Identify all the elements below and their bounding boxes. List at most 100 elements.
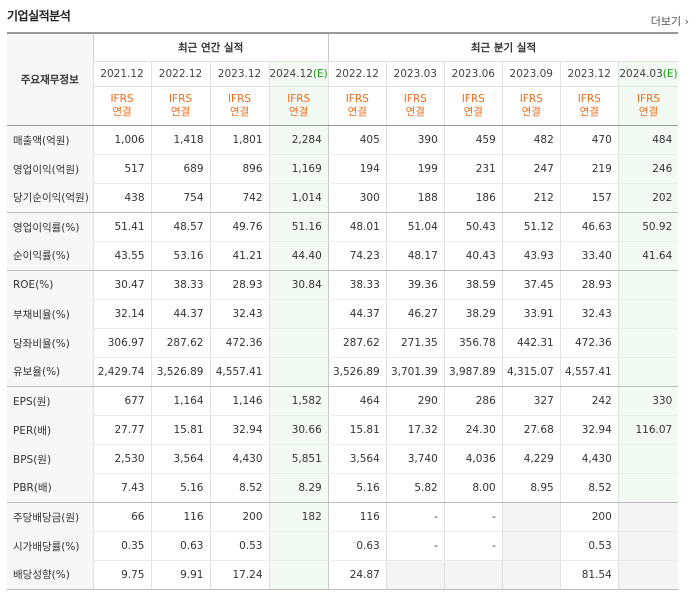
value-cell: 32.43: [209, 299, 269, 329]
value-cell: 212: [501, 183, 561, 213]
standard-line2: 연결: [112, 106, 132, 118]
chevron-right-icon: ›: [684, 15, 689, 28]
row-header-label: 주요재무정보: [7, 32, 93, 126]
value-cell: 48.17: [385, 241, 445, 271]
value-cell: 15.81: [150, 415, 210, 445]
table-body: 매출액(억원) 1,006 1,418 1,801 2,284 405 390 459 482 4…: [7, 125, 679, 590]
standard-line2: 연결: [229, 106, 250, 118]
value-cell: 5.82: [385, 473, 445, 503]
value-cell: 43.55: [92, 241, 151, 271]
value-cell: 5,851: [268, 444, 329, 474]
accounting-standard: IFRS 연결: [501, 86, 561, 126]
period-header: 2023.12: [559, 61, 619, 87]
value-cell: [617, 357, 679, 387]
section-title: 기업실적분석: [7, 9, 71, 23]
value-cell: 3,564: [150, 444, 210, 474]
value-cell: 41.21: [209, 241, 269, 271]
value-cell: [617, 444, 679, 474]
value-cell: 27.68: [501, 415, 561, 445]
value-cell: 246: [617, 154, 679, 184]
value-cell: 3,740: [385, 444, 445, 474]
period-date: 2024.12: [269, 68, 313, 80]
value-cell: 517: [92, 154, 151, 184]
value-cell: 116: [327, 502, 387, 532]
value-cell: -: [443, 502, 503, 532]
row-label: 당기순이익(억원): [7, 183, 94, 213]
value-cell: [617, 502, 679, 532]
row-label: 영업이익(억원): [7, 154, 94, 184]
value-cell: 2,530: [92, 444, 151, 474]
group-annual-header: 최근 연간 실적: [92, 32, 329, 62]
row-label: BPS(원): [7, 444, 94, 474]
accounting-standard: IFRS 연결: [150, 86, 210, 126]
value-cell: 219: [559, 154, 619, 184]
value-cell: 754: [150, 183, 210, 213]
value-cell: 7.43: [92, 473, 151, 503]
value-cell: 677: [92, 386, 151, 416]
standard-line2: 연결: [288, 106, 309, 118]
value-cell: 0.53: [559, 531, 619, 561]
more-link[interactable]: 더보기 ›: [651, 13, 689, 29]
value-cell: 2,284: [268, 125, 329, 155]
value-cell: 689: [150, 154, 210, 184]
group-quarterly-header: 최근 분기 실적: [327, 32, 679, 62]
period-header: 2024.03(E): [617, 61, 679, 87]
value-cell: 41.64: [617, 241, 679, 271]
value-cell: 4,229: [501, 444, 561, 474]
accounting-standard: IFRS 연결: [443, 86, 503, 126]
value-cell: 484: [617, 125, 679, 155]
value-cell: 300: [327, 183, 387, 213]
period-date: 2022.12: [158, 68, 203, 80]
value-cell: 199: [385, 154, 445, 184]
value-cell: 30.66: [268, 415, 329, 445]
value-cell: 482: [501, 125, 561, 155]
value-cell: 32.94: [559, 415, 619, 445]
value-cell: 37.45: [501, 270, 561, 300]
value-cell: 4,430: [209, 444, 269, 474]
standard-header-row: IFRS 연결 IFRS 연결 IFRS 연결 IFRS 연결 IFRS 연결 IFRS 연결 IFRS…: [7, 86, 679, 126]
period-header: 2022.12: [327, 61, 387, 87]
financial-table: 주요재무정보 최근 연간 실적 최근 분기 실적 2021.12 2022.12 2…: [7, 32, 679, 590]
value-cell: 66: [92, 502, 151, 532]
value-cell: 0.53: [209, 531, 269, 561]
value-cell: 8.29: [268, 473, 329, 503]
value-cell: 200: [209, 502, 269, 532]
value-cell: 8.52: [559, 473, 619, 503]
value-cell: 44.40: [268, 241, 329, 271]
value-cell: 438: [92, 183, 151, 213]
period-header: 2024.12(E): [268, 61, 329, 87]
value-cell: 51.16: [268, 212, 329, 242]
value-cell: 50.92: [617, 212, 679, 242]
value-cell: 28.93: [559, 270, 619, 300]
value-cell: 1,006: [92, 125, 151, 155]
value-cell: [501, 531, 561, 561]
value-cell: 271.35: [385, 328, 445, 358]
value-cell: 202: [617, 183, 679, 213]
value-cell: 15.81: [327, 415, 387, 445]
value-cell: 8.00: [443, 473, 503, 503]
value-cell: 0.35: [92, 531, 151, 561]
value-cell: 290: [385, 386, 445, 416]
row-label: PER(배): [7, 415, 94, 445]
value-cell: 2,429.74: [92, 357, 151, 387]
value-cell: 28.93: [209, 270, 269, 300]
value-cell: 4,557.41: [559, 357, 619, 387]
period-header: 2023.09: [501, 61, 561, 87]
value-cell: 742: [209, 183, 269, 213]
value-cell: 4,557.41: [209, 357, 269, 387]
value-cell: 472.36: [209, 328, 269, 358]
value-cell: 32.43: [559, 299, 619, 329]
table-row: 유보율(%) 2,429.74 3,526.89 4,557.41 3,526.89 3,…: [7, 357, 679, 387]
value-cell: 330: [617, 386, 679, 416]
value-cell: [443, 560, 503, 590]
table-row: 영업이익(억원) 517 689 896 1,169 194 199 231 247 219 246: [7, 154, 679, 184]
table-row: ROE(%) 30.47 38.33 28.93 30.84 38.33 39.36 38.5…: [7, 270, 679, 300]
value-cell: 9.75: [92, 560, 151, 590]
period-date: 2023.06: [451, 68, 495, 80]
value-cell: 3,526.89: [327, 357, 387, 387]
row-label: 영업이익률(%): [7, 212, 94, 242]
table-row: 매출액(억원) 1,006 1,418 1,801 2,284 405 390 459 482 4…: [7, 125, 679, 155]
row-label: PBR(배): [7, 473, 94, 503]
value-cell: 8.95: [501, 473, 561, 503]
